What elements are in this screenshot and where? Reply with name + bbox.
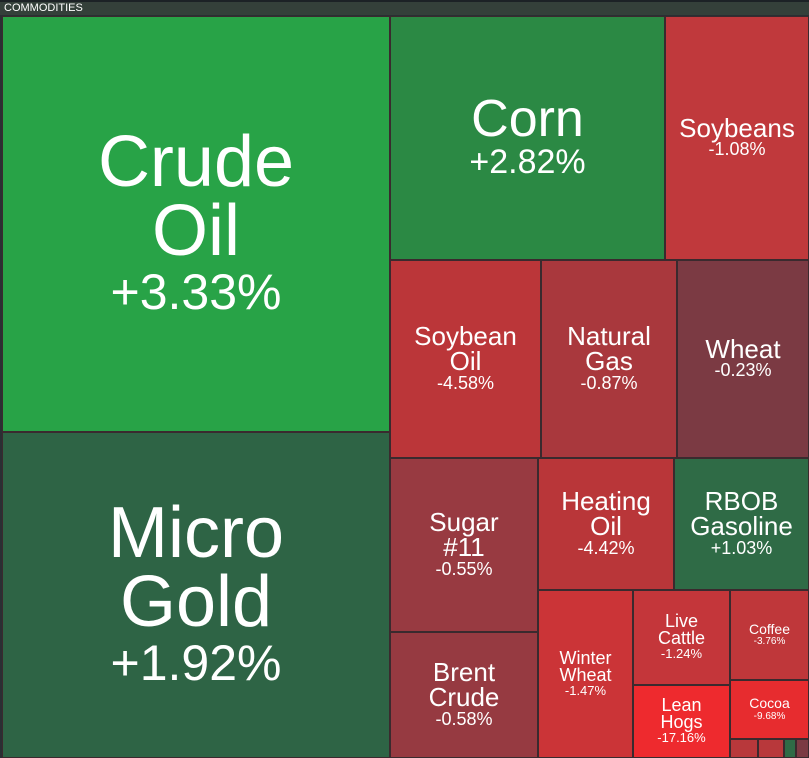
tile-name: Soybean Oil — [414, 321, 517, 377]
tile-change: +1.03% — [710, 537, 773, 558]
header-bar: COMMODITIES — [0, 0, 809, 15]
tile[interactable]: Cocoa -9.68% — [730, 680, 809, 739]
tile-name: Natural Gas — [567, 321, 651, 377]
tile-name: Micro Gold — [108, 493, 284, 642]
tile-change: -4.42% — [577, 537, 635, 558]
tiny-tile — [730, 739, 758, 758]
tile[interactable]: Soybeans -1.08% — [665, 16, 809, 260]
tile-change: +2.82% — [469, 143, 586, 181]
tile-change: -0.55% — [435, 558, 493, 579]
tile-name: Crude Oil — [97, 122, 295, 271]
tile[interactable]: Brent Crude -0.58% — [390, 632, 538, 758]
tile[interactable]: Wheat -0.23% — [677, 260, 809, 458]
tile-name: Coffee — [749, 620, 790, 637]
tile-name: Brent Crude — [428, 657, 500, 713]
tile-name: Wheat — [705, 333, 781, 364]
tile[interactable]: Crude Oil +3.33% — [2, 16, 390, 432]
tile[interactable]: Lean Hogs -17.16% — [633, 685, 730, 758]
tile[interactable]: Heating Oil -4.42% — [538, 458, 674, 590]
tile[interactable]: Soybean Oil -4.58% — [390, 260, 541, 458]
tile[interactable]: Winter Wheat -1.47% — [538, 590, 633, 758]
tile-change: +1.92% — [110, 634, 282, 691]
tile-name: Lean Hogs — [660, 695, 703, 733]
tile-change: +3.33% — [110, 263, 282, 320]
tile-name: Sugar #11 — [429, 507, 499, 563]
tile-change: -0.58% — [435, 708, 493, 729]
tile-change: -1.24% — [660, 646, 703, 662]
tile[interactable]: Corn +2.82% — [390, 16, 665, 260]
tile-name: Cocoa — [749, 695, 790, 712]
header-title: COMMODITIES — [4, 2, 83, 14]
tile-name: RBOB Gasoline — [690, 486, 793, 542]
tile-change: -1.08% — [708, 139, 766, 160]
tile-change: -3.76% — [753, 636, 786, 648]
tile-change: -4.58% — [436, 372, 495, 393]
tile[interactable]: Natural Gas -0.87% — [541, 260, 677, 458]
tile-change: -0.23% — [714, 360, 772, 381]
tile-change: -17.16% — [657, 730, 706, 746]
tile[interactable]: Live Cattle -1.24% — [633, 590, 730, 685]
tile[interactable]: Sugar #11 -0.55% — [390, 458, 538, 632]
tile-change: -1.47% — [564, 682, 607, 698]
tiny-tile — [796, 739, 809, 758]
tile-name: Heating Oil — [561, 486, 651, 542]
tile-name: Soybeans — [679, 112, 795, 143]
tile-change: -9.68% — [753, 710, 786, 722]
tile-change: -0.87% — [580, 372, 638, 393]
tile-name: Corn — [471, 89, 584, 148]
tile[interactable]: Coffee -3.76% — [730, 590, 809, 680]
tile-name: Live Cattle — [657, 611, 706, 649]
tiny-tile — [784, 739, 796, 758]
tile-name: Winter Wheat — [559, 647, 612, 685]
tiny-tile — [758, 739, 784, 758]
tile[interactable]: Micro Gold +1.92% — [2, 432, 390, 758]
tile[interactable]: RBOB Gasoline +1.03% — [674, 458, 809, 590]
